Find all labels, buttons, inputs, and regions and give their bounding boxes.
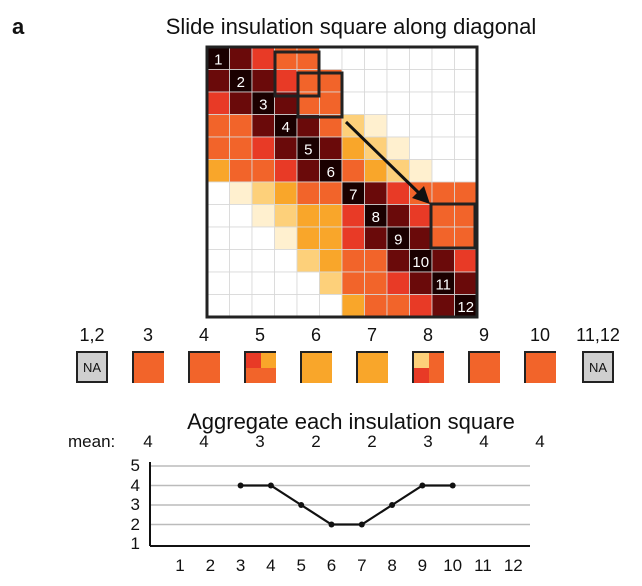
square-label: 5 [254,325,265,345]
insulation-square [244,351,276,383]
insulation-square: NA [76,351,108,383]
square-quadrant [373,368,388,383]
slide-arrow-head [412,186,430,204]
x-tick-label: 3 [235,556,246,575]
x-tick-label: 5 [296,556,306,575]
insulation-square-start-2 [296,71,344,119]
panel-label: a [12,14,25,39]
data-point [358,521,365,528]
square-label: 10 [529,325,551,345]
square-quadrant [541,368,556,383]
aggregate-title: Aggregate each insulation square [187,409,515,434]
insulation-square [132,351,164,383]
diagonal-label: 7 [349,186,357,203]
diagonal-label: 12 [457,299,474,316]
mean-value: 3 [255,432,265,451]
diagonal-label: 6 [327,164,335,181]
contact-heatmap [206,46,478,318]
square-label: 7 [366,325,377,345]
insulation-square [412,351,444,383]
square-quadrant [261,368,276,383]
main-title: Slide insulation square along diagonal [165,14,537,39]
mean-value: 2 [367,432,377,451]
diagonal-label: 1 [214,51,222,68]
mean-value: 4 [479,432,489,451]
square-label: 8 [422,325,433,345]
mean-value: 3 [423,432,433,451]
square-quadrant [317,368,332,383]
diagonal-label: 5 [304,141,312,158]
y-tick-label: 4 [130,475,140,495]
square-label: 1,2 [79,325,105,345]
x-tick-label: 11 [474,556,492,575]
x-tick-label: 10 [443,556,463,575]
insulation-square [468,351,500,383]
mean-value: 4 [199,432,209,451]
series-line [240,484,453,526]
mean-value: 2 [311,432,321,451]
mean-label: mean: [68,432,116,451]
diagonal-label: 4 [282,119,290,136]
square-label: 9 [478,325,489,345]
mean-value: 4 [143,432,153,451]
insulation-square-end [429,202,477,250]
chart-grid [150,465,530,526]
data-point [389,502,396,508]
diagonal-label: 8 [372,209,380,226]
x-tick-label: 12 [503,556,523,575]
diagonal-label: 3 [259,96,267,113]
diagonal-label: 9 [394,231,402,248]
x-tick-label: 9 [417,556,428,575]
mean-value: 4 [535,432,545,451]
insulation-square [356,351,388,383]
x-tick-label: 2 [205,556,216,575]
x-tick-label: 8 [387,556,397,575]
square-label: 4 [198,325,209,345]
mean-series [237,482,456,528]
insulation-square: NA [582,351,614,383]
data-point [298,502,305,508]
y-tick-label: 5 [130,456,140,475]
y-tick-label: 3 [130,495,140,514]
data-point [449,482,456,489]
insulation-square [188,351,220,383]
insulation-square [524,351,556,383]
y-tick-label: 1 [130,534,140,553]
heatmap-border [205,45,479,319]
square-label: 3 [142,325,153,345]
square-quadrant [429,368,444,383]
square-label: 11,12 [576,325,620,345]
data-point [419,482,426,489]
data-point [267,482,274,489]
square-quadrant [149,368,164,383]
diagonal-label: 10 [412,254,429,271]
diagonal-label: 11 [435,276,451,293]
slide-arrow-line [344,120,424,198]
data-point [237,482,244,489]
diagonal-label: 2 [237,74,245,91]
data-point [328,521,335,528]
square-quadrant [485,368,500,383]
x-tick-label: 4 [266,556,276,575]
x-tick-label: 1 [175,556,185,575]
x-tick-label: 7 [357,556,367,575]
y-tick-label: 2 [130,514,140,534]
square-quadrant [205,368,220,383]
x-tick-label: 6 [326,556,337,575]
square-label: 6 [310,325,321,345]
insulation-square [300,351,332,383]
